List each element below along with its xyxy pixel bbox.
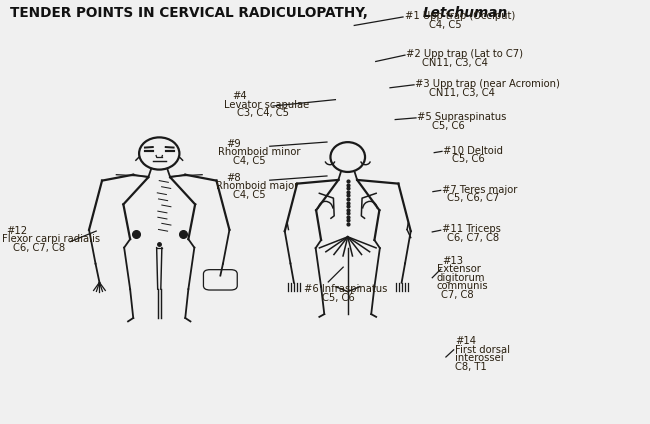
Text: C5, C6: C5, C6	[452, 154, 484, 165]
Text: #2 Upp trap (Lat to C7): #2 Upp trap (Lat to C7)	[406, 49, 523, 59]
Text: #9: #9	[226, 139, 241, 149]
Text: C4, C5: C4, C5	[233, 190, 265, 200]
Text: C5, C6: C5, C6	[432, 120, 465, 131]
Text: First dorsal: First dorsal	[455, 345, 510, 355]
Text: C5, C6, C7: C5, C6, C7	[447, 193, 499, 204]
Text: #8: #8	[226, 173, 240, 183]
Text: TENDER POINTS IN CERVICAL RADICULOPATHY,: TENDER POINTS IN CERVICAL RADICULOPATHY,	[10, 6, 368, 20]
Text: C4, C5: C4, C5	[429, 20, 461, 31]
Text: #10 Deltoid: #10 Deltoid	[443, 145, 503, 156]
Text: communis: communis	[437, 281, 488, 291]
Text: interossei: interossei	[455, 353, 504, 363]
Text: #4: #4	[233, 91, 247, 101]
Text: #13: #13	[442, 256, 463, 266]
Text: #12: #12	[6, 226, 27, 236]
Text: #14: #14	[455, 336, 476, 346]
Text: Levator scapulae: Levator scapulae	[224, 100, 309, 110]
Text: C8, T1: C8, T1	[455, 362, 487, 372]
Text: Rhomboid minor: Rhomboid minor	[218, 147, 300, 157]
Text: Rhomboid major: Rhomboid major	[216, 181, 298, 192]
Text: #3 Upp trap (near Acromion): #3 Upp trap (near Acromion)	[415, 78, 560, 89]
Text: digitorum: digitorum	[437, 273, 486, 283]
Text: C5, C6: C5, C6	[322, 293, 354, 303]
Text: C6, C7, C8: C6, C7, C8	[13, 243, 65, 253]
Text: #5 Supraspinatus: #5 Supraspinatus	[417, 112, 507, 122]
Text: #1 Upp trap (Occiput): #1 Upp trap (Occiput)	[405, 11, 515, 21]
Text: #7 Teres major: #7 Teres major	[442, 184, 517, 195]
Text: Letchuman: Letchuman	[422, 6, 508, 20]
Text: Extensor: Extensor	[437, 264, 481, 274]
Text: Flexor carpi radialis: Flexor carpi radialis	[2, 234, 100, 244]
Text: CN11, C3, C4: CN11, C3, C4	[429, 88, 495, 98]
Text: C4, C5: C4, C5	[233, 156, 265, 166]
Text: CN11, C3, C4: CN11, C3, C4	[422, 58, 488, 68]
Text: C7, C8: C7, C8	[441, 290, 473, 300]
Text: C3, C4, C5: C3, C4, C5	[237, 108, 289, 118]
Text: #11 Triceps: #11 Triceps	[442, 224, 501, 234]
Text: C6, C7, C8: C6, C7, C8	[447, 233, 499, 243]
Text: #6 Infraspinatus: #6 Infraspinatus	[304, 284, 387, 294]
